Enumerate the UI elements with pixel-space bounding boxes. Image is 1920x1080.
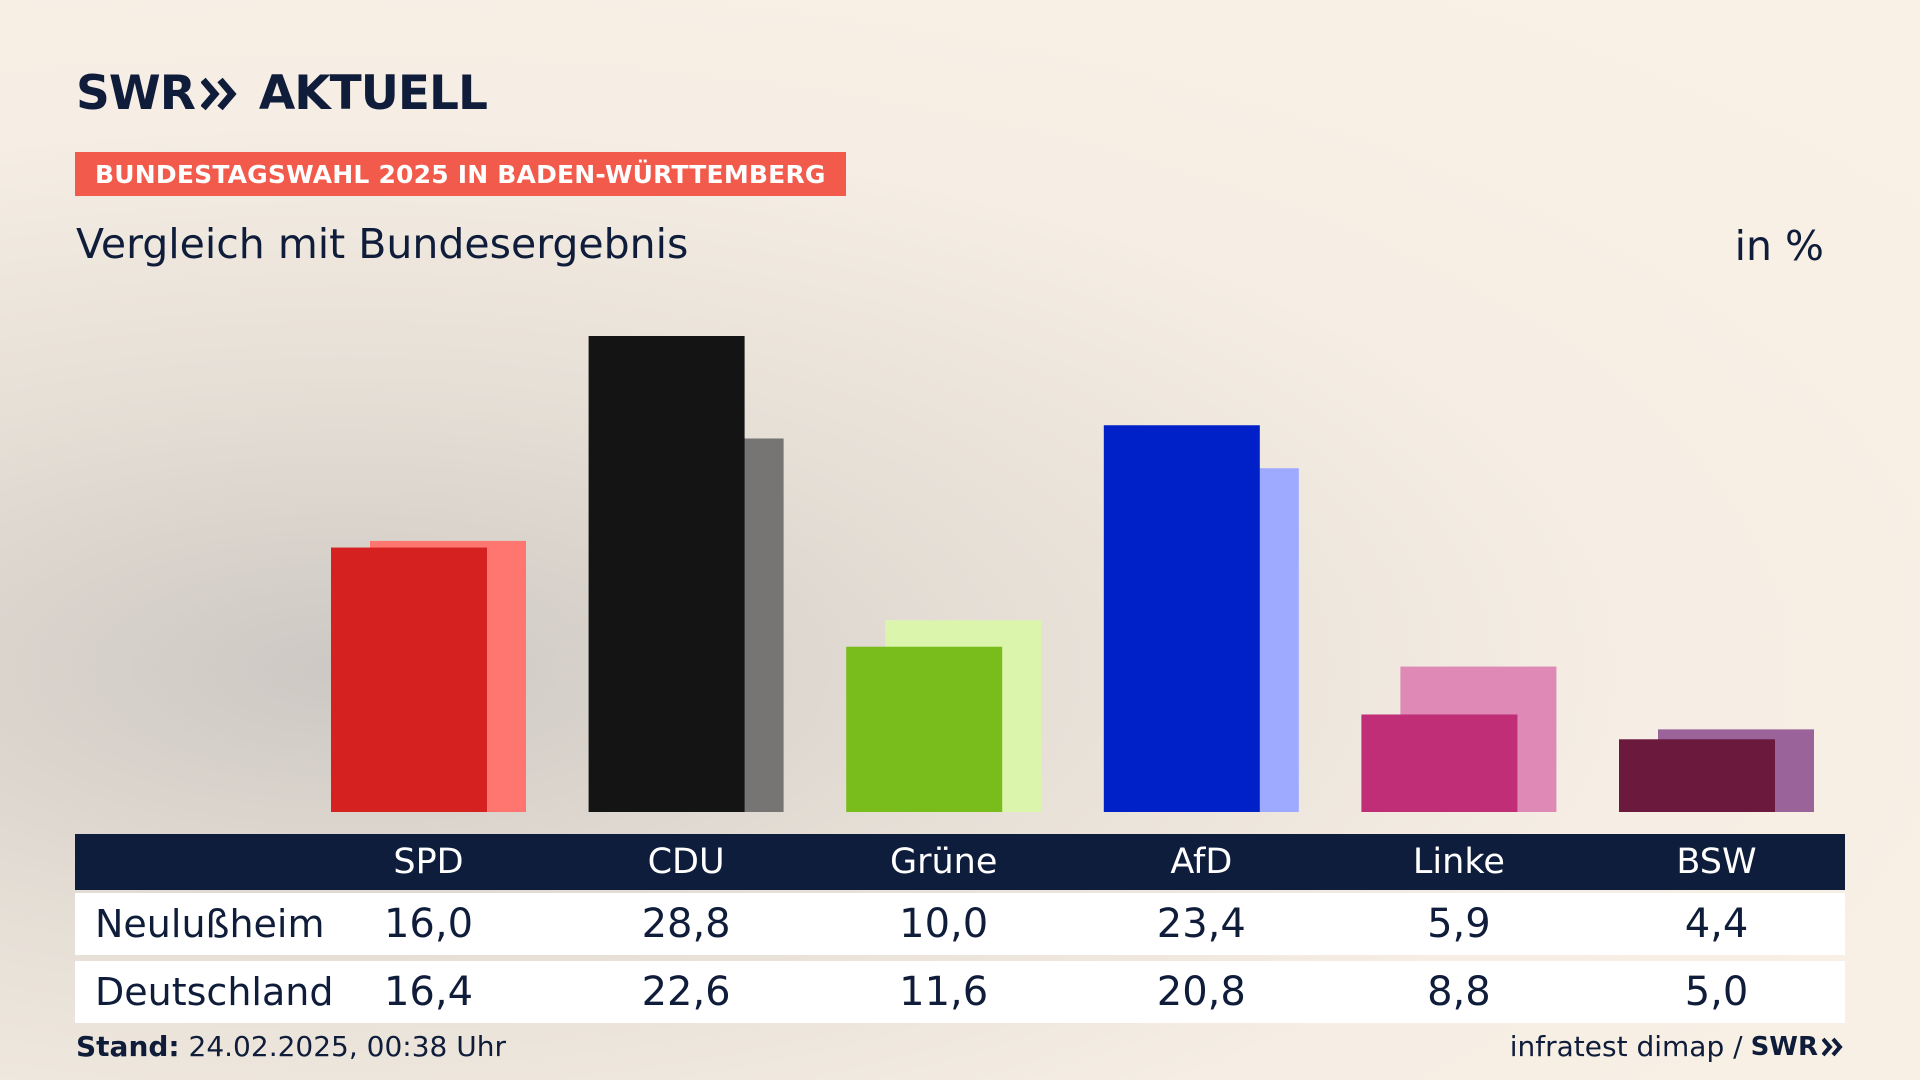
- value-cell: 16,4: [383, 969, 474, 1015]
- unit-label: in %: [1734, 222, 1824, 270]
- value-cell: 22,6: [641, 969, 731, 1015]
- timestamp-footer: Stand: 24.02.2025, 00:38 Uhr: [76, 1030, 506, 1063]
- double-chevron-icon: [200, 77, 239, 111]
- row-label: Deutschland: [95, 970, 334, 1014]
- table-header-row: SPD CDU Grüne AfD Linke BSW: [75, 834, 1845, 890]
- party-header-linke: Linke: [1412, 842, 1505, 882]
- value-cell: 4,4: [1684, 901, 1749, 947]
- swr-aktuell-logo: SWR AKTUELL: [76, 66, 488, 121]
- table-row: Deutschland 16,4 22,6 11,6 20,8 8,8 5,0: [75, 961, 1845, 1023]
- logo-word-aktuell: AKTUELL: [258, 66, 488, 121]
- stand-label: Stand:: [76, 1030, 180, 1063]
- bar-chart: [331, 336, 1814, 812]
- value-cell: 10,0: [899, 901, 989, 947]
- bar-neulussheim-grüne: [846, 646, 1003, 812]
- election-kicker-label: BUNDESTAGSWAHL 2025 IN BADEN-WÜRTTEMBERG: [75, 152, 846, 196]
- value-cell: 28,8: [641, 901, 731, 947]
- value-cell: 8,8: [1427, 969, 1491, 1015]
- stand-value: 24.02.2025, 00:38 Uhr: [188, 1030, 506, 1063]
- swr-small-logo: SWR: [1751, 1032, 1844, 1062]
- table-body: Neulußheim 16,0 28,8 10,0 23,4 5,9 4,4 Deutschl…: [75, 893, 1845, 1023]
- party-header-cdu: CDU: [647, 842, 725, 882]
- value-cell: 11,6: [899, 969, 989, 1015]
- swr-small-logo-text: SWR: [1750, 1031, 1818, 1062]
- source-text: infratest dimap /: [1509, 1030, 1743, 1063]
- value-cell: 16,0: [383, 901, 474, 947]
- bar-neulussheim-bsw: [1619, 739, 1775, 812]
- bar-neulussheim-afd: [1103, 425, 1260, 812]
- bar-neulussheim-linke: [1361, 714, 1518, 812]
- party-header-bsw: BSW: [1676, 842, 1757, 882]
- party-header-afd: AfD: [1170, 842, 1233, 882]
- table-row: Neulußheim 16,0 28,8 10,0 23,4 5,9 4,4: [75, 893, 1845, 955]
- value-cell: 5,9: [1427, 901, 1491, 947]
- chart-headline: Vergleich mit Bundesergebnis: [76, 220, 689, 268]
- small-double-chevron-icon: [1822, 1037, 1843, 1056]
- bar-neulussheim-spd: [331, 547, 487, 812]
- party-header-spd: SPD: [393, 842, 464, 882]
- bar-neulussheim-cdu: [588, 336, 745, 812]
- value-cell: 23,4: [1156, 901, 1246, 947]
- value-cell: 20,8: [1156, 969, 1246, 1015]
- source-footer: infratest dimap / SWR: [1510, 1030, 1844, 1063]
- logo-word-swr: SWR: [76, 66, 196, 121]
- value-cell: 5,0: [1684, 969, 1749, 1015]
- results-table: SPD CDU Grüne AfD Linke BSW Neulußheim 16,0 28,…: [75, 834, 1845, 1023]
- party-header-grüne: Grüne: [889, 842, 998, 882]
- row-label: Neulußheim: [95, 902, 325, 946]
